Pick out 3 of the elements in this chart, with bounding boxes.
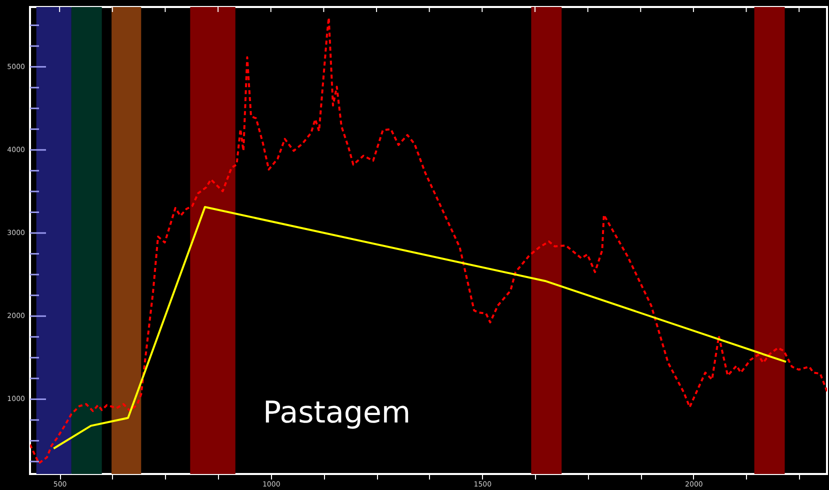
annotation: Pastagem bbox=[263, 395, 411, 430]
line-series bbox=[52, 206, 788, 450]
line-series bbox=[30, 16, 827, 464]
